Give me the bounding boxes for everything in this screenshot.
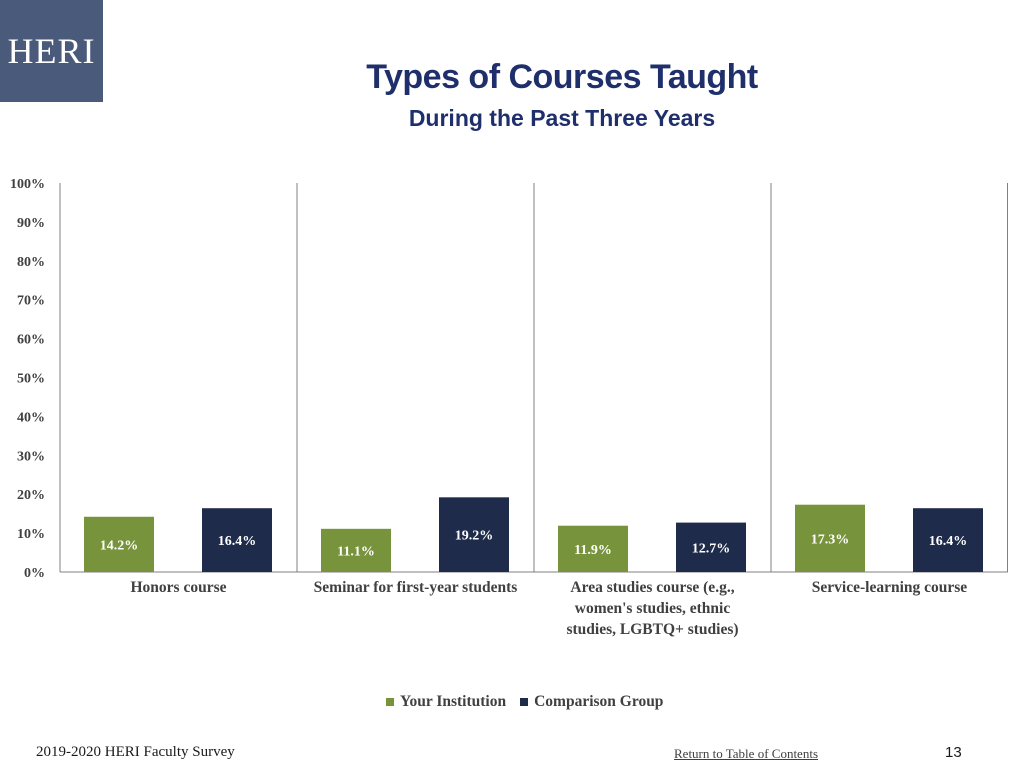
x-category-label: Seminar for first-year students xyxy=(314,579,518,596)
legend-swatch-comparison-group xyxy=(520,698,529,706)
y-tick-label: 70% xyxy=(17,294,45,309)
page-title: Types of Courses Taught xyxy=(366,58,758,96)
bar-comparison-group xyxy=(202,508,272,572)
bar-comparison-group xyxy=(439,497,509,572)
y-tick-label: 20% xyxy=(17,488,45,503)
y-tick-label: 60% xyxy=(17,333,45,348)
bar-comparison-group xyxy=(676,522,746,572)
legend-item-comparison-group: Comparison Group xyxy=(520,693,663,711)
bar-data-label: 16.4% xyxy=(929,534,968,549)
y-tick-label: 50% xyxy=(17,372,45,387)
y-tick-label: 80% xyxy=(17,255,45,270)
chart-legend: Your Institution Comparison Group xyxy=(386,692,663,712)
y-tick-label: 0% xyxy=(24,566,45,581)
page-subtitle: During the Past Three Years xyxy=(408,105,716,131)
bar-data-label: 11.1% xyxy=(337,544,375,559)
bar-data-label: 12.7% xyxy=(692,541,731,556)
footer-survey-name: 2019-2020 HERI Faculty Survey xyxy=(36,744,235,760)
x-category-label: women's studies, ethnic xyxy=(575,600,731,617)
bar-data-label: 11.9% xyxy=(574,543,612,558)
bar-comparison-group xyxy=(913,508,983,572)
x-category-label: Area studies course (e.g., xyxy=(570,579,734,596)
bar-data-label: 14.2% xyxy=(100,538,139,553)
page-number: 13 xyxy=(945,744,962,761)
legend-item-your-institution: Your Institution xyxy=(386,693,506,711)
y-tick-label: 40% xyxy=(17,410,45,425)
bar-your-institution xyxy=(558,525,628,572)
return-to-toc-link[interactable]: Return to Table of Contents xyxy=(674,746,818,761)
bar-your-institution xyxy=(795,504,865,572)
bar-data-label: 19.2% xyxy=(455,529,494,544)
bar-data-label: 16.4% xyxy=(218,534,257,549)
bar-your-institution xyxy=(321,528,391,572)
legend-swatch-your-institution xyxy=(386,698,394,706)
x-category-label: studies, LGBTQ+ studies) xyxy=(566,621,738,638)
legend-label-your-institution: Your Institution xyxy=(400,693,507,710)
heri-logo: HERI xyxy=(0,0,103,102)
bar-data-label: 17.3% xyxy=(811,532,850,547)
bar-chart: 0% 10% 20% 30% 40% 50% 60% 70% 80% 90% 100% 14.2% 11… xyxy=(10,177,1008,638)
legend-label-comparison-group: Comparison Group xyxy=(534,693,664,710)
x-category-label: Service-learning course xyxy=(812,579,968,596)
y-tick-label: 100% xyxy=(10,177,45,192)
y-tick-label: 30% xyxy=(17,449,45,464)
logo-text: HERI xyxy=(7,31,96,71)
bar-your-institution xyxy=(84,516,154,572)
x-category-label: Honors course xyxy=(130,579,226,596)
y-tick-label: 10% xyxy=(17,527,45,542)
y-tick-label: 90% xyxy=(17,216,45,231)
